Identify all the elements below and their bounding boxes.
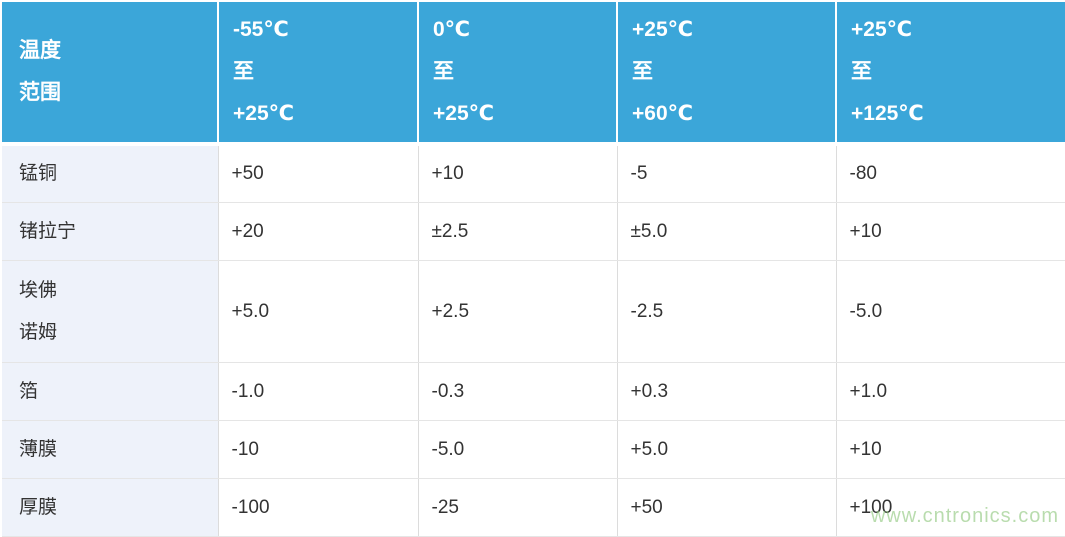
value-cell: +0.3 — [616, 362, 836, 421]
header-line: +60℃ — [632, 102, 694, 125]
material-label: 厚膜 — [19, 496, 58, 518]
value-cell: -5.0 — [835, 260, 1065, 363]
value-cell: -10 — [217, 420, 418, 479]
value-cell: +5.0 — [217, 260, 418, 363]
header-row: 温度 范围 -55℃ 至 +25℃ 0℃ 至 +25℃ +25℃ 至 +60℃ — [2, 2, 1065, 146]
value-cell: -1.0 — [217, 362, 418, 421]
header-line: 至 — [632, 60, 653, 83]
header-line: +25℃ — [233, 102, 295, 125]
value-cell: -5.0 — [417, 420, 617, 479]
column-header-cell-range-2: 0℃ 至 +25℃ — [417, 2, 617, 146]
site-watermark: www.cntronics.com — [870, 505, 1059, 527]
value-cell: +100 — [835, 478, 1065, 537]
value-cell: +10 — [835, 202, 1065, 261]
header-line: 至 — [233, 60, 254, 83]
table-row-thin-film: 薄膜 -10 -5.0 +5.0 +10 — [2, 420, 1065, 479]
column-header-cell-range-3: +25℃ 至 +60℃ — [616, 2, 836, 146]
value-cell: +20 — [217, 202, 418, 261]
material-label-cell: 锰铜 — [2, 144, 218, 203]
header-line: +125℃ — [851, 102, 924, 125]
material-label-cell: 埃佛 诺姆 — [2, 260, 218, 363]
table-row-zeranin: 锗拉宁 +20 ±2.5 ±5.0 +10 — [2, 202, 1065, 261]
value-cell: +5.0 — [616, 420, 836, 479]
value-cell: +10 — [417, 144, 617, 203]
material-label: 箔 — [19, 380, 39, 402]
value-cell: ±2.5 — [417, 202, 617, 261]
header-line: +25℃ — [851, 18, 913, 41]
value-cell: -80 — [835, 144, 1065, 203]
header-line: -55℃ — [233, 18, 289, 41]
value-cell: -0.3 — [417, 362, 617, 421]
header-line: 至 — [433, 60, 454, 83]
value-cell: -25 — [417, 478, 617, 537]
material-label-cell: 锗拉宁 — [2, 202, 218, 261]
material-label: 诺姆 — [19, 321, 58, 343]
corner-header-cell-temperature-range: 温度 范围 — [2, 2, 218, 146]
header-line: +25℃ — [433, 102, 495, 125]
value-cell: -2.5 — [616, 260, 836, 363]
column-header-cell-range-1: -55℃ 至 +25℃ — [217, 2, 418, 146]
table-row-evanohm: 埃佛 诺姆 +5.0 +2.5 -2.5 -5.0 — [2, 260, 1065, 363]
table-row-thick-film: 厚膜 -100 -25 +50 +100 — [2, 478, 1065, 537]
header-line: 范围 — [19, 81, 61, 104]
value-cell: +10 — [835, 420, 1065, 479]
column-header-cell-range-4: +25℃ 至 +125℃ — [835, 2, 1065, 146]
table-row-foil: 箔 -1.0 -0.3 +0.3 +1.0 — [2, 362, 1065, 421]
material-label: 锰铜 — [19, 163, 58, 184]
material-label: 锗拉宁 — [19, 220, 77, 242]
value-cell: -100 — [217, 478, 418, 537]
table-row-manganin: 锰铜 +50 +10 -5 -80 — [2, 144, 1065, 203]
value-cell: -5 — [616, 144, 836, 203]
value-cell: +50 — [616, 478, 836, 537]
material-label: 薄膜 — [19, 438, 58, 460]
value-cell: +2.5 — [417, 260, 617, 363]
value-cell: +50 — [217, 144, 418, 203]
value-cell: +1.0 — [835, 362, 1065, 421]
header-line: +25℃ — [632, 18, 694, 41]
value-cell: ±5.0 — [616, 202, 836, 261]
header-line: 0℃ — [433, 18, 471, 41]
material-label: 埃佛 — [19, 279, 58, 301]
material-label-cell: 箔 — [2, 362, 218, 421]
material-label-cell: 厚膜 — [2, 478, 218, 537]
header-line: 至 — [851, 60, 872, 83]
header-line: 温度 — [19, 39, 61, 62]
material-label-cell: 薄膜 — [2, 420, 218, 479]
